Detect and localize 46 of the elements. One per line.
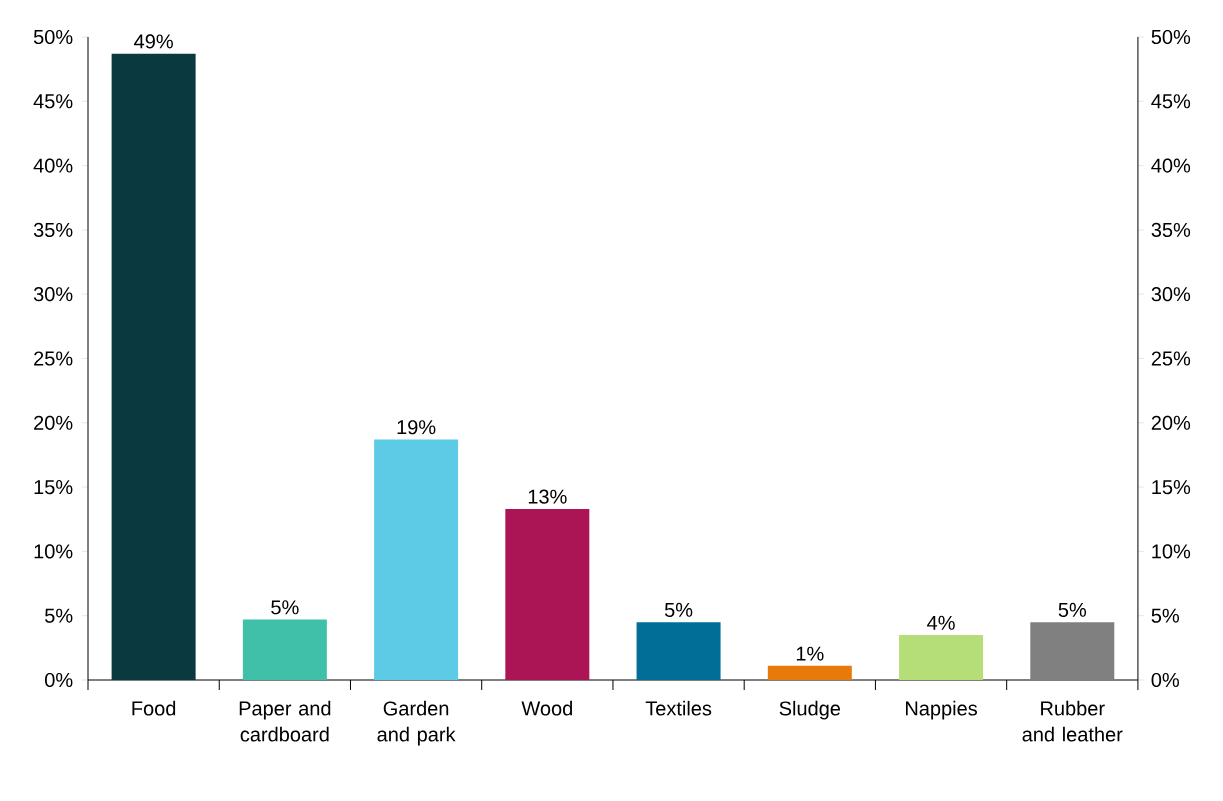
data-label: 1% (796, 646, 824, 661)
data-label: 13% (528, 489, 567, 504)
y2-tick-label: 25% (1151, 351, 1191, 366)
x-tick-label: Nappies (906, 700, 977, 720)
x-tick-label: Food (132, 700, 176, 716)
bar (636, 622, 721, 680)
y2-tick-label: 30% (1151, 287, 1191, 302)
y2-tick-label: 0% (1151, 672, 1179, 688)
y-tick-label: 20% (34, 415, 73, 430)
bar (1030, 622, 1115, 680)
bar (111, 53, 196, 680)
y-tick-label: 10% (34, 544, 73, 559)
y2-tick-label: 10% (1152, 544, 1191, 559)
data-label: 49% (134, 34, 173, 49)
x-tick-label: Paper and cardboard (239, 700, 331, 742)
y2-tick-label: 35% (1151, 222, 1191, 237)
y-tick-label: 50% (33, 29, 73, 45)
x-tick-label: Garden and park (377, 700, 456, 746)
bar (505, 508, 590, 680)
bar (374, 439, 459, 680)
y2-tick-label: 45% (1151, 94, 1191, 109)
x-tick-label: Wood (521, 700, 572, 716)
data-label: 5% (271, 600, 299, 615)
bar (767, 665, 852, 680)
y-tick-label: 35% (33, 222, 73, 237)
x-tick-label: Sludge (779, 700, 841, 720)
y-tick-label: 30% (33, 287, 73, 302)
y-tick-label: 45% (33, 94, 73, 109)
y-tick-label: 0% (45, 672, 73, 688)
x-tick-label: Textiles (645, 700, 712, 716)
bar (899, 634, 984, 680)
data-label: 4% (927, 615, 955, 630)
y-tick-label: 40% (33, 158, 73, 173)
y2-tick-label: 40% (1151, 158, 1191, 173)
data-label: 19% (397, 420, 436, 435)
data-label: 5% (1058, 602, 1087, 617)
y2-tick-label: 15% (1152, 480, 1191, 495)
y-tick-label: 15% (34, 480, 73, 495)
y-tick-label: 5% (45, 608, 73, 623)
y2-tick-label: 20% (1151, 415, 1191, 430)
y2-tick-label: 5% (1151, 608, 1179, 623)
y2-tick-label: 50% (1151, 29, 1191, 45)
x-tick-label: Rubber and leather (1022, 700, 1123, 742)
y-tick-label: 25% (34, 351, 73, 366)
bar (242, 619, 327, 680)
data-label: 5% (664, 602, 693, 617)
